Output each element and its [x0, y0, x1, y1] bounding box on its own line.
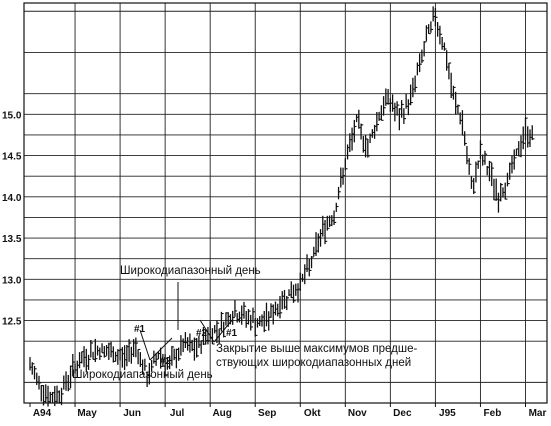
- callout-line-close-2: [199, 319, 215, 343]
- x-tick-label: Okt: [304, 408, 321, 419]
- mark-2-left: #2: [160, 356, 172, 367]
- price-bars: [29, 6, 535, 407]
- x-tick-label: Feb: [484, 408, 502, 419]
- y-tick-label: 14.0: [2, 193, 22, 204]
- annotation-close-above-line2: ствующих широкодиапазонных дней: [216, 357, 411, 369]
- x-tick-label: A94: [33, 408, 52, 419]
- annotation-close-above-line1: Закрытие выше максимумов предше-: [216, 343, 418, 355]
- plot-frame: [23, 2, 548, 404]
- x-tick-label: Aug: [212, 408, 231, 419]
- y-tick-label: 12.5: [2, 317, 22, 328]
- callout-line-close: [213, 319, 233, 343]
- mark-1-right: #1: [226, 328, 238, 339]
- y-tick-label: 14.5: [2, 152, 22, 163]
- y-tick-label: 13.5: [2, 234, 22, 245]
- mark-2-right: #2: [196, 328, 208, 339]
- callout-line-bottom-2: [149, 337, 173, 361]
- y-tick-label: 13.0: [2, 275, 22, 286]
- x-axis-ticks: A94 May Jun Jul Aug Sep Okt Nov Dec J95 Feb Mar: [29, 403, 547, 419]
- annotation-wide-range-day-top: Широкодиапазонный день: [120, 265, 261, 277]
- mark-1-left: #1: [134, 324, 146, 335]
- x-tick-label: J95: [439, 408, 456, 419]
- x-tick-label: Sep: [258, 408, 276, 419]
- annotation-wide-range-day-bottom: Широкодиапазонный день: [72, 369, 213, 381]
- x-tick-label: Dec: [393, 408, 412, 419]
- x-tick-label: May: [77, 408, 97, 419]
- y-tick-label: 15.0: [2, 110, 22, 121]
- y-axis-ticks: 12.5 13.0 13.5 14.0 14.5 15.0: [2, 110, 22, 327]
- x-tick-label: Nov: [348, 408, 367, 419]
- x-tick-label: Jun: [123, 408, 141, 419]
- callout-line-bottom-1: [139, 329, 151, 361]
- x-tick-label: Jul: [170, 408, 185, 419]
- x-tick-label: Mar: [529, 408, 547, 419]
- annotations: Широкодиапазонный день Широкодиапазонный…: [72, 265, 418, 381]
